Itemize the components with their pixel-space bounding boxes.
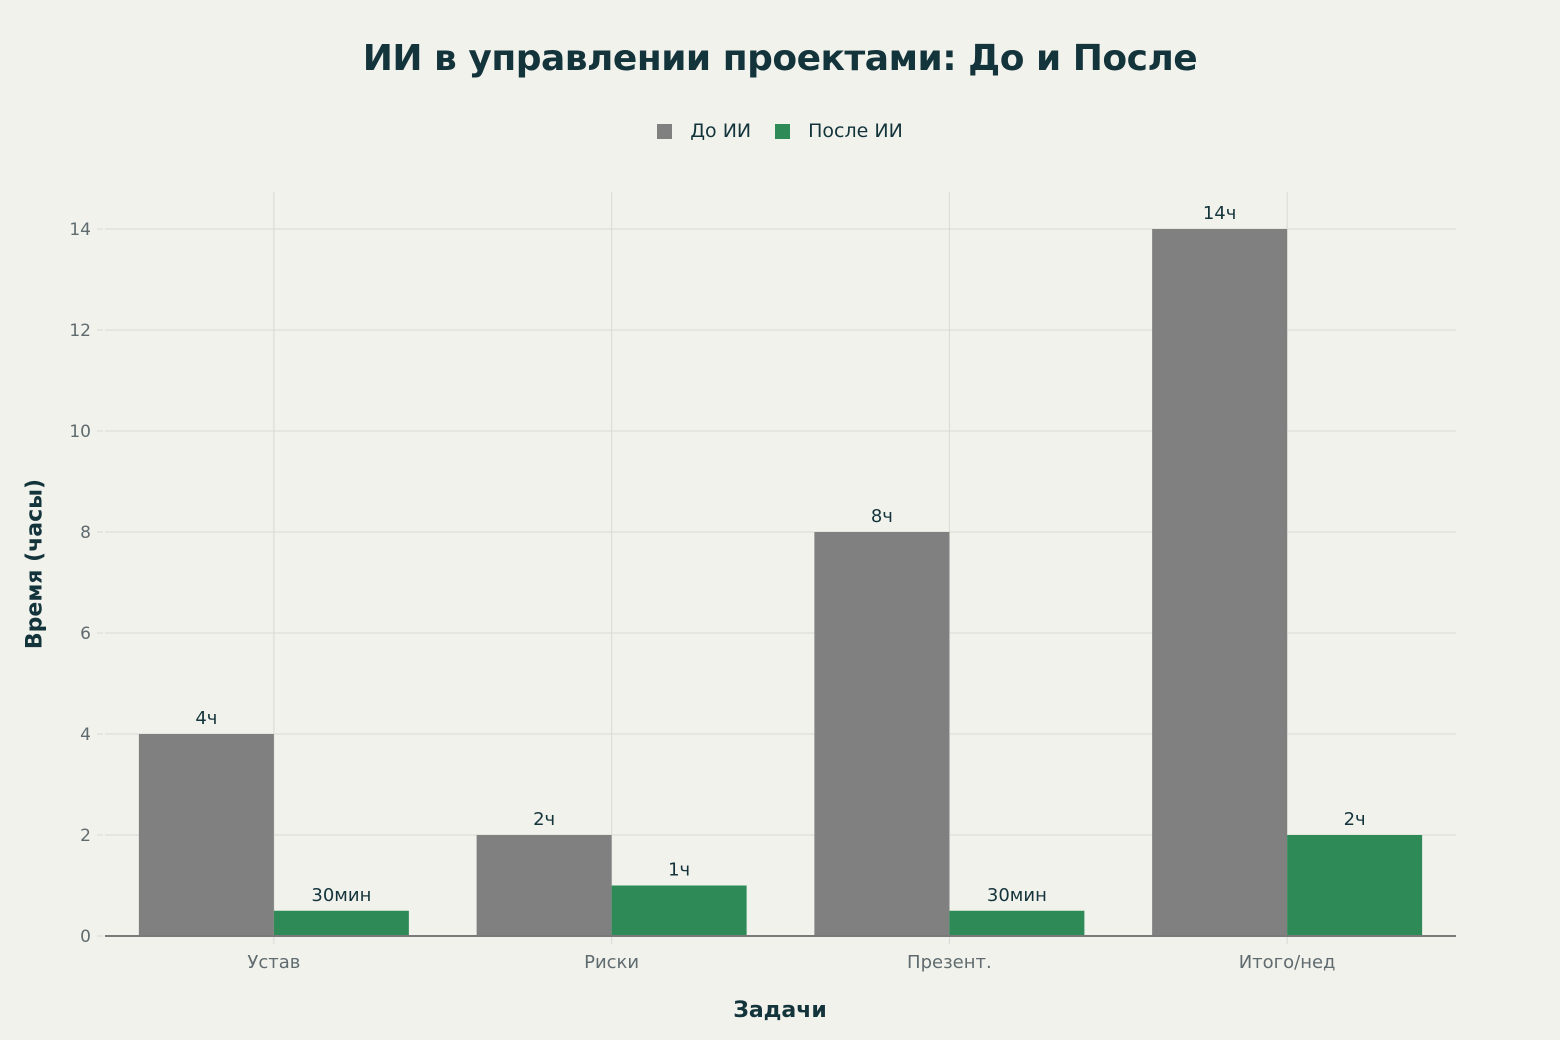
y-tick-label: 8: [80, 523, 91, 543]
bar-before[interactable]: [476, 835, 612, 936]
x-tick-label: Итого/нед: [1239, 952, 1336, 973]
x-axis-label: Задачи: [733, 998, 827, 1023]
legend-swatch-before-icon: [657, 123, 673, 139]
legend: До ИИ После ИИ: [0, 120, 1560, 142]
x-tick-label: Презент.: [907, 952, 992, 973]
bar-value-label: 30мин: [311, 885, 371, 906]
legend-label-after: После ИИ: [808, 120, 903, 142]
x-tick-label: Риски: [584, 952, 639, 973]
bar-before[interactable]: [814, 532, 950, 936]
legend-swatch-after-icon: [775, 123, 791, 139]
bar-value-label: 8ч: [871, 506, 893, 527]
chart-title: ИИ в управлении проектами: До и После: [362, 38, 1198, 79]
bar-value-label: 1ч: [668, 860, 690, 881]
bar-value-label: 14ч: [1203, 203, 1237, 224]
y-axis-label: Время (часы): [22, 478, 48, 650]
legend-item-before[interactable]: До ИИ: [657, 120, 751, 142]
bar-before[interactable]: [1152, 229, 1288, 936]
x-tick-label: Устав: [247, 952, 300, 973]
y-tick-label: 12: [69, 321, 91, 341]
y-tick-label: 2: [80, 826, 91, 846]
y-tick-label: 4: [80, 725, 91, 745]
bar-value-label: 4ч: [195, 708, 217, 729]
bar-after[interactable]: [1287, 835, 1423, 936]
bar-before[interactable]: [138, 734, 274, 936]
y-tick-label: 10: [69, 422, 91, 442]
y-tick-label: 14: [69, 220, 91, 240]
legend-label-before: До ИИ: [690, 120, 752, 142]
bar-after[interactable]: [273, 910, 409, 936]
y-tick-label: 0: [80, 927, 91, 947]
y-tick-label: 6: [80, 624, 91, 644]
bar-after[interactable]: [949, 910, 1085, 936]
bar-value-label: 2ч: [533, 809, 555, 830]
legend-item-after[interactable]: После ИИ: [775, 120, 903, 142]
bar-value-label: 2ч: [1344, 809, 1366, 830]
bar-value-label: 30мин: [987, 885, 1047, 906]
bar-after[interactable]: [611, 885, 747, 937]
